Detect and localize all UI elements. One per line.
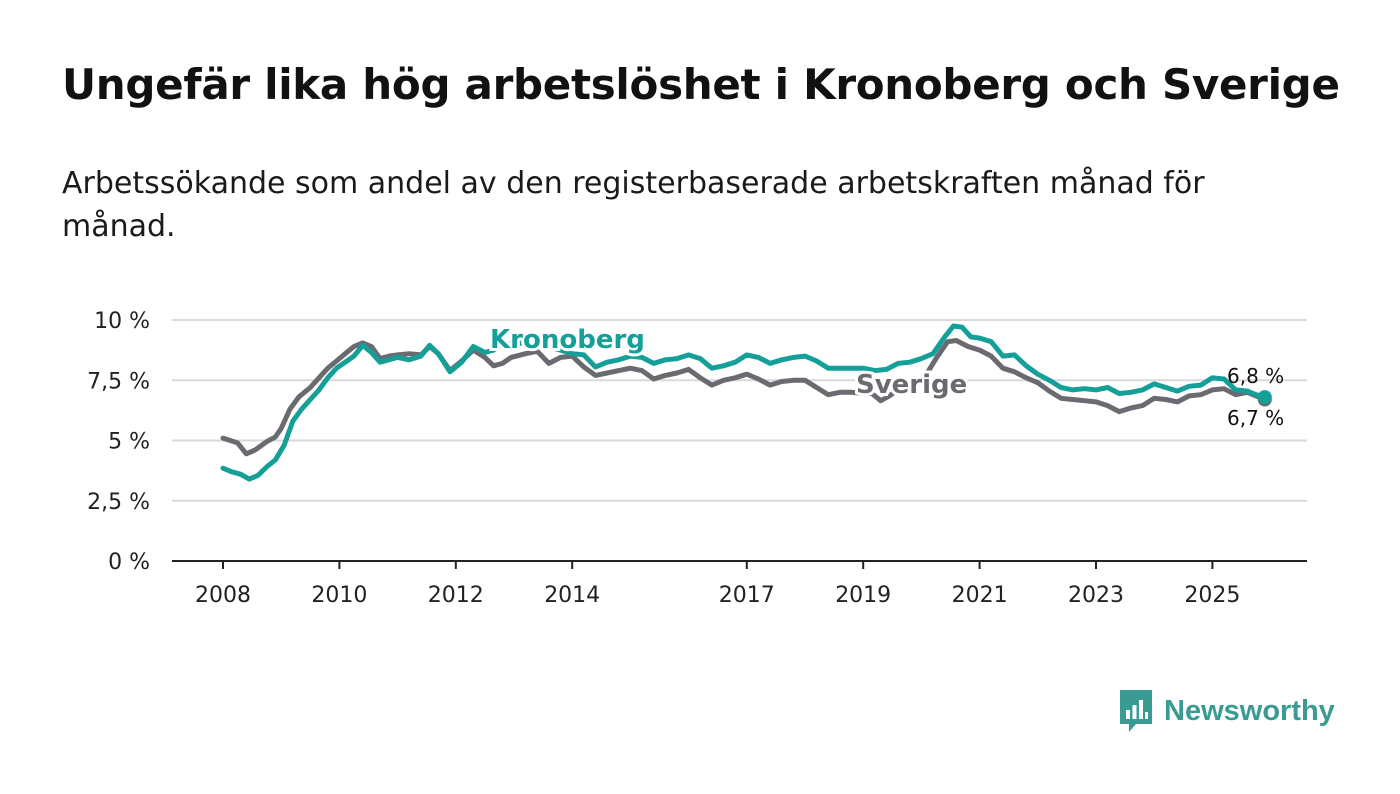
grid-lines (172, 319, 1307, 502)
x-tick-label: 2019 (835, 583, 891, 608)
end-value-label-sverige: 6,7 % (1227, 406, 1284, 430)
x-tick-label: 2012 (428, 583, 484, 608)
x-tick-label: 2017 (719, 583, 775, 608)
chart-subtitle: Arbetssökande som andel av den registerb… (62, 166, 1205, 244)
series-label-kronoberg: Kronoberg (490, 325, 645, 355)
brand-name: Newsworthy (1164, 694, 1335, 727)
page-title: Ungefär lika hög arbetslöshet i Kronober… (62, 60, 1340, 109)
series-line-kronoberg (220, 323, 1268, 482)
y-tick-label: 5 % (108, 430, 150, 455)
y-axis-ticks: 0 % 2,5 % 5 % 7,5 % 10 % (87, 309, 150, 575)
x-tick-label: 2023 (1068, 583, 1124, 608)
newsworthy-bar-chart-icon (1120, 690, 1152, 732)
y-tick-label: 2,5 % (87, 490, 150, 515)
series-end-marker-kronoberg (1257, 390, 1272, 405)
series-labels: Sverige Kronoberg 6,7 % 6,8 % (487, 322, 1284, 430)
y-tick-label: 10 % (94, 309, 150, 334)
series-label-sverige: Sverige (856, 370, 967, 400)
x-tick-label: 2010 (311, 583, 367, 608)
series-line-sverige (220, 338, 1268, 457)
y-tick-label: 0 % (108, 550, 150, 575)
x-tick-label: 2014 (544, 583, 600, 608)
end-value-label-kronoberg: 6,8 % (1227, 364, 1284, 388)
brand-logo: Newsworthy (1118, 688, 1335, 734)
y-tick-label: 7,5 % (87, 369, 150, 394)
x-axis-ticks: 2008 2010 2012 2014 2017 2019 2021 2023 2025 (195, 561, 1240, 608)
x-tick-label: 2025 (1184, 583, 1240, 608)
series-lines (220, 323, 1272, 482)
x-tick-label: 2021 (952, 583, 1008, 608)
x-tick-label: 2008 (195, 583, 251, 608)
